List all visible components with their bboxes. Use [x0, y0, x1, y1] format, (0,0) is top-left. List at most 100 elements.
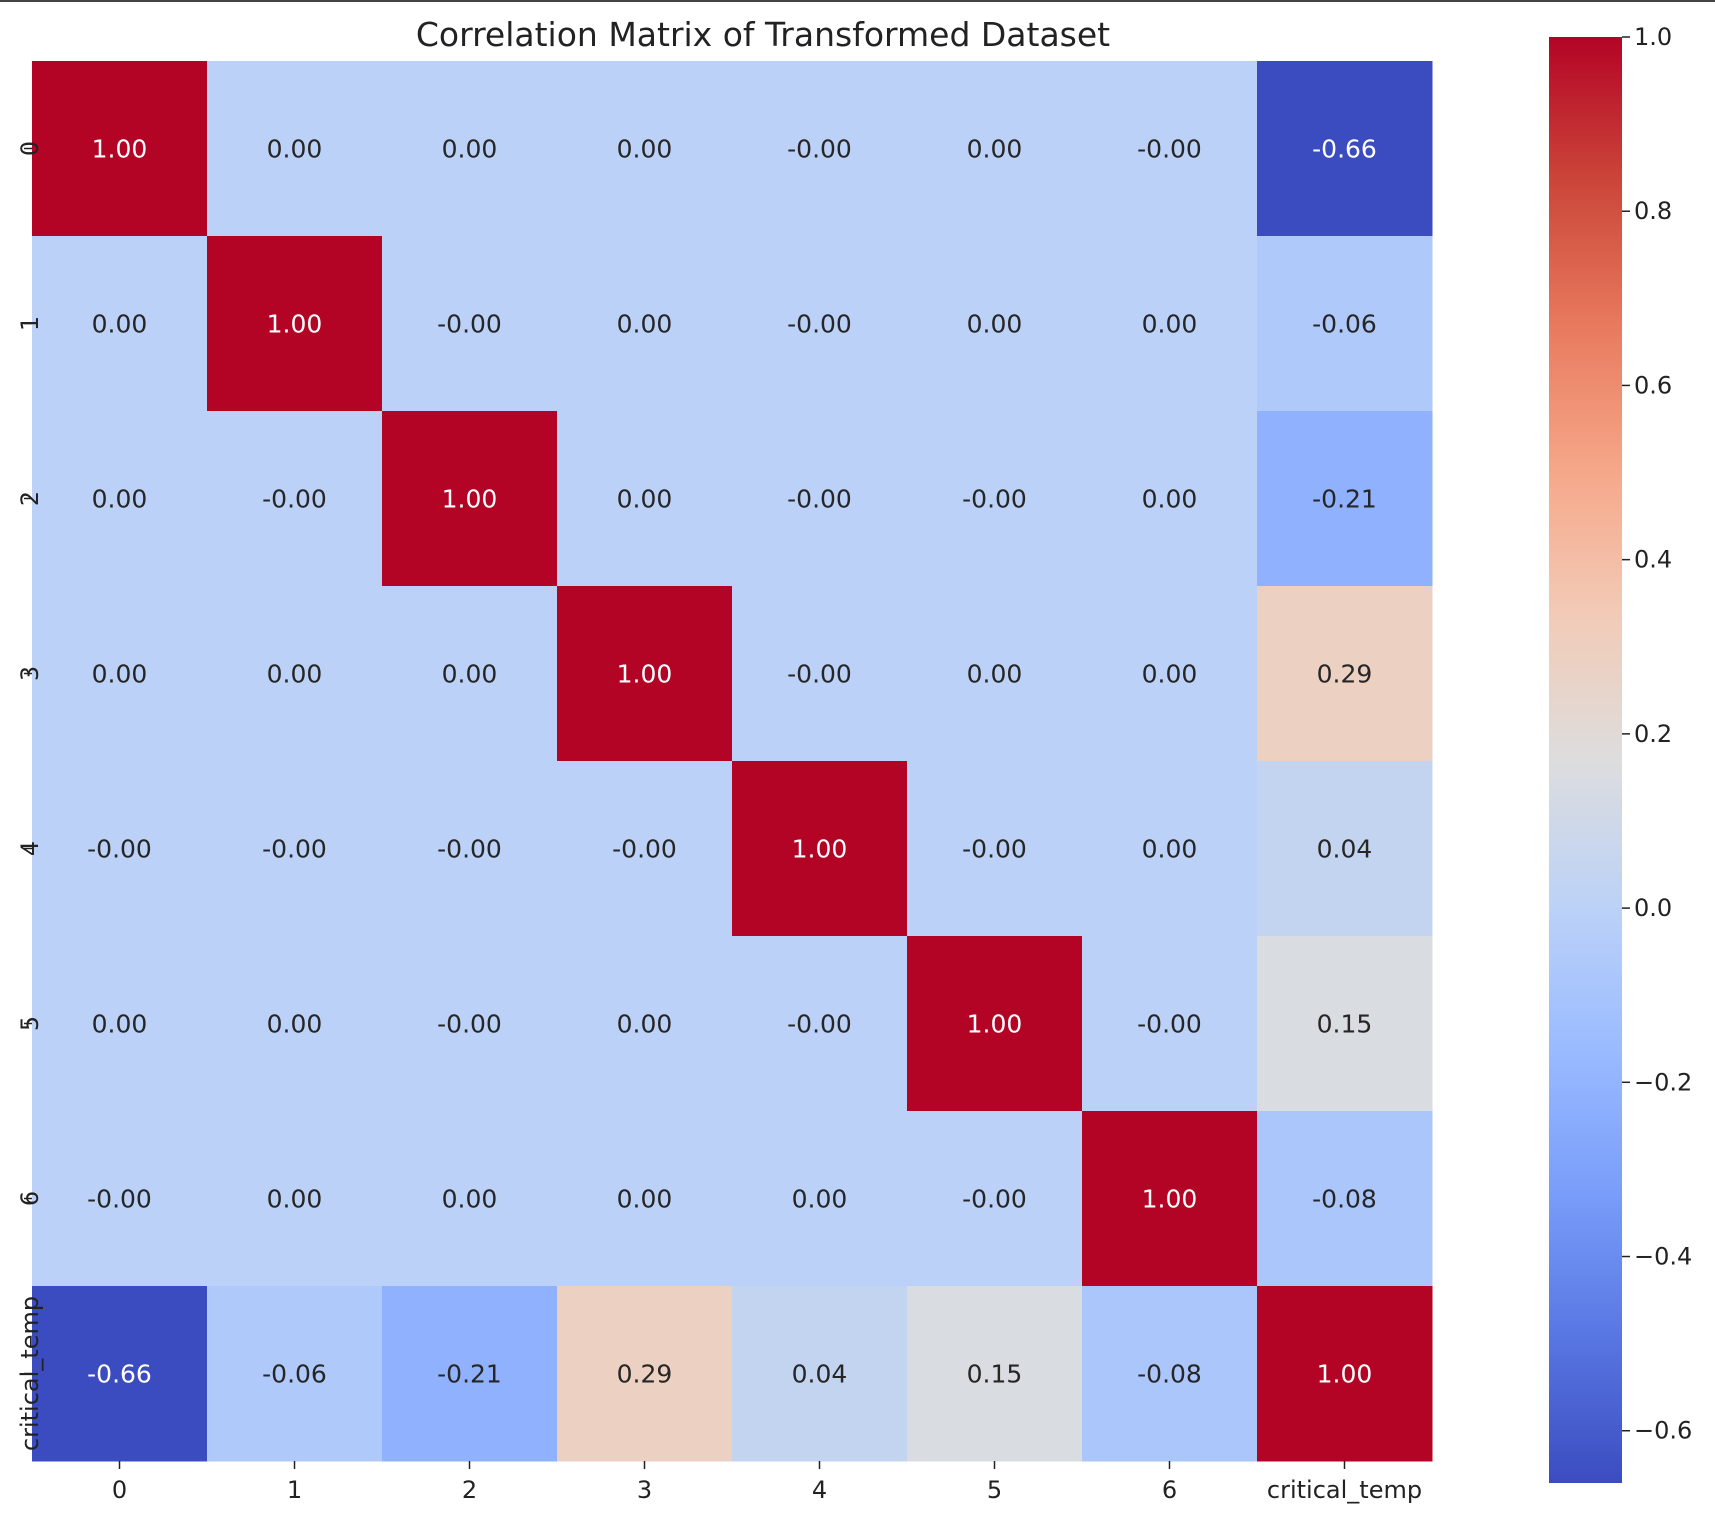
heatmap-cell-r7-c6 [1082, 1286, 1258, 1462]
cell-value-label-r5-c6: -0.00 [1137, 1010, 1202, 1039]
x-tick-label-0: 0 [112, 1476, 127, 1504]
cell-value-label-r5-c4: -0.00 [787, 1010, 852, 1039]
y-tick-label-2: 2 [16, 491, 44, 506]
heatmap-cell-r7-c7 [1257, 1286, 1433, 1462]
x-axis: 0 1 2 3 4 5 6 critical_temp [112, 1461, 1422, 1504]
heatmap-cell-r2-c5 [907, 411, 1083, 587]
cell-value-label-r6-c6: 1.00 [1142, 1185, 1198, 1214]
y-tick-label-3: 3 [16, 666, 44, 681]
cell-value-label-r2-c1: -0.00 [262, 485, 327, 514]
cell-value-label-r0-c6: -0.00 [1137, 135, 1202, 164]
cell-value-label-r1-c7: -0.06 [1312, 310, 1377, 339]
heatmap-cell-r6-c0 [32, 1111, 208, 1287]
chart-title: Correlation Matrix of Transformed Datase… [416, 15, 1110, 54]
heatmap-cell-r0-c4 [732, 61, 908, 237]
heatmap-cell-r1-c6 [1082, 236, 1258, 412]
heatmap-cell-r6-c3 [557, 1111, 733, 1287]
heatmap-cell-r4-c4 [732, 761, 908, 937]
colorbar: 1.0 0.8 0.6 0.4 0.2 0.0 −0.2 −0.4 −0.6 [1549, 23, 1692, 1483]
heatmap-cell-r5-c0 [32, 936, 208, 1112]
heatmap-cell-r1-c5 [907, 236, 1083, 412]
x-tick-label-3: 3 [637, 1476, 652, 1504]
heatmap-cell-r2-c2 [382, 411, 558, 587]
heatmap-cell-r3-c4 [732, 586, 908, 762]
cell-value-label-r6-c4: 0.00 [792, 1185, 848, 1214]
heatmap-cell-r6-c5 [907, 1111, 1083, 1287]
cell-value-label-r1-c5: 0.00 [967, 310, 1023, 339]
cell-value-label-r5-c3: 0.00 [617, 1010, 673, 1039]
heatmap-cell-r7-c5 [907, 1286, 1083, 1462]
heatmap-cell-r5-c5 [907, 936, 1083, 1112]
cell-value-label-r4-c6: 0.00 [1142, 835, 1198, 864]
cell-value-label-r7-c0: -0.66 [87, 1360, 152, 1389]
cell-value-label-r3-c5: 0.00 [967, 660, 1023, 689]
cell-value-label-r5-c2: -0.00 [437, 1010, 502, 1039]
heatmap-cell-r5-c7 [1257, 936, 1433, 1112]
heatmap-cell-r6-c7 [1257, 1111, 1433, 1287]
cell-value-label-r7-c3: 0.29 [617, 1360, 673, 1389]
cell-value-label-r5-c0: 0.00 [92, 1010, 148, 1039]
cell-value-label-r2-c5: -0.00 [962, 485, 1027, 514]
heatmap-cell-r0-c5 [907, 61, 1083, 237]
heatmap-cell-r3-c1 [207, 586, 383, 762]
cell-value-label-r0-c3: 0.00 [617, 135, 673, 164]
cell-value-label-r1-c4: -0.00 [787, 310, 852, 339]
cell-value-label-r1-c3: 0.00 [617, 310, 673, 339]
cell-value-label-r4-c1: -0.00 [262, 835, 327, 864]
heatmap-cell-r7-c0 [32, 1286, 208, 1462]
cell-value-label-r7-c7: 1.00 [1317, 1360, 1373, 1389]
cell-value-label-r0-c4: -0.00 [787, 135, 852, 164]
colorbar-tick-label-7: −0.4 [1634, 1243, 1692, 1271]
heatmap-cell-r7-c1 [207, 1286, 383, 1462]
cell-value-label-r2-c7: -0.21 [1312, 485, 1377, 514]
cell-value-label-r6-c0: -0.00 [87, 1185, 152, 1214]
cell-value-label-r2-c6: 0.00 [1142, 485, 1198, 514]
heatmap-cell-r5-c1 [207, 936, 383, 1112]
cell-value-label-r7-c5: 0.15 [967, 1360, 1023, 1389]
colorbar-tick-label-2: 0.6 [1634, 371, 1672, 399]
heatmap-cell-r4-c5 [907, 761, 1083, 937]
heatmap-cell-r5-c3 [557, 936, 733, 1112]
heatmap-cell-r4-c1 [207, 761, 383, 937]
colorbar-tick-label-5: 0.0 [1634, 894, 1672, 922]
heatmap-cell-r3-c3 [557, 586, 733, 762]
cell-value-label-r0-c2: 0.00 [442, 135, 498, 164]
heatmap-cell-r0-c3 [557, 61, 733, 237]
heatmap-cell-r4-c3 [557, 761, 733, 937]
cell-value-label-r4-c3: -0.00 [612, 835, 677, 864]
heatmap-cell-r3-c2 [382, 586, 558, 762]
cell-value-label-r2-c0: 0.00 [92, 485, 148, 514]
cell-value-label-r4-c0: -0.00 [87, 835, 152, 864]
heatmap-cell-r5-c4 [732, 936, 908, 1112]
heatmap-cell-r1-c0 [32, 236, 208, 412]
x-tick-label-6: 6 [1162, 1476, 1177, 1504]
heatmap-cell-r7-c4 [732, 1286, 908, 1462]
cell-value-label-r0-c0: 1.00 [92, 135, 148, 164]
cell-value-label-r2-c3: 0.00 [617, 485, 673, 514]
cell-value-label-r1-c1: 1.00 [267, 310, 323, 339]
heatmap-cell-r0-c7 [1257, 61, 1433, 237]
cell-value-label-r6-c7: -0.08 [1312, 1185, 1377, 1214]
cell-value-label-r0-c7: -0.66 [1312, 135, 1377, 164]
cell-value-label-r3-c7: 0.29 [1317, 660, 1373, 689]
heatmap-cell-r7-c3 [557, 1286, 733, 1462]
colorbar-tick-label-1: 0.8 [1634, 197, 1672, 225]
cell-value-label-r1-c6: 0.00 [1142, 310, 1198, 339]
heatmap-cell-r3-c7 [1257, 586, 1433, 762]
cell-value-label-r1-c2: -0.00 [437, 310, 502, 339]
heatmap-cell-r2-c7 [1257, 411, 1433, 587]
colorbar-tick-label-3: 0.4 [1634, 546, 1672, 574]
x-tick-label-2: 2 [462, 1476, 477, 1504]
heatmap-cell-r0-c6 [1082, 61, 1258, 237]
cell-value-label-r0-c1: 0.00 [267, 135, 323, 164]
y-tick-label-6: 6 [16, 1191, 44, 1206]
x-tick-label-1: 1 [287, 1476, 302, 1504]
cell-value-label-r3-c3: 1.00 [617, 660, 673, 689]
cell-value-label-r3-c2: 0.00 [442, 660, 498, 689]
heatmap-cell-r4-c0 [32, 761, 208, 937]
cell-value-label-r6-c2: 0.00 [442, 1185, 498, 1214]
cell-value-label-r4-c7: 0.04 [1317, 835, 1373, 864]
heatmap-cell-r1-c1 [207, 236, 383, 412]
colorbar-gradient [1549, 37, 1622, 1483]
